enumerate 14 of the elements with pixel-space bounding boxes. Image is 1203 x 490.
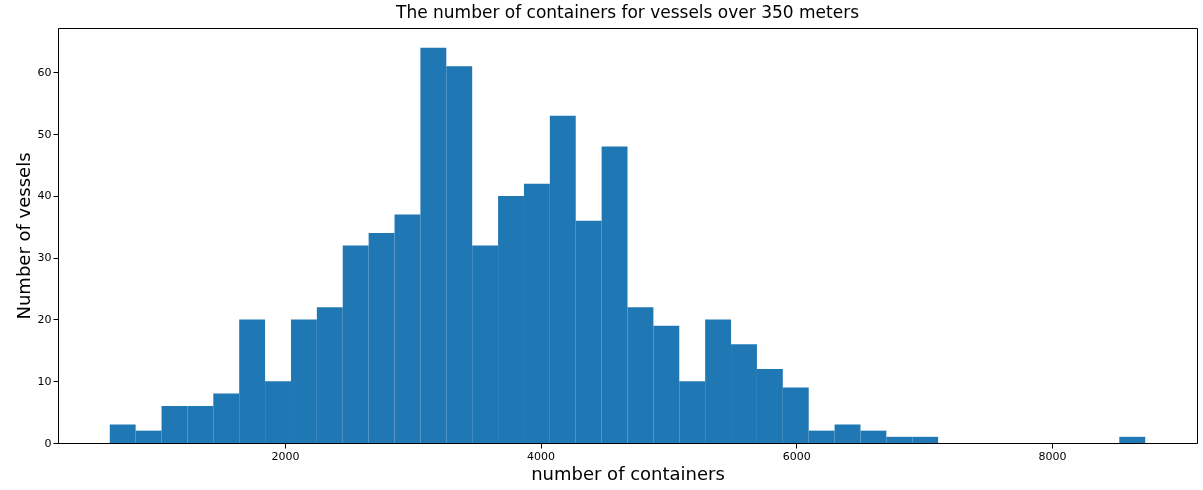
x-tick-label: 6000: [782, 449, 811, 463]
y-axis-title: Number of vessels: [12, 152, 34, 320]
y-tick-label: 0: [44, 436, 52, 450]
chart-title: The number of containers for vessels over 350 meters: [395, 2, 860, 22]
y-tick-label: 60: [37, 65, 52, 79]
x-tick-label: 8000: [1038, 449, 1067, 463]
x-tick-label: 4000: [527, 449, 556, 463]
y-tick-label: 40: [37, 189, 52, 203]
y-tick-label: 20: [37, 312, 52, 326]
y-tick-label: 30: [37, 251, 52, 265]
y-tick-label: 50: [37, 127, 52, 141]
x-tick-label: 2000: [271, 449, 300, 463]
x-axis-title: number of containers: [531, 462, 725, 484]
y-tick-label: 10: [37, 374, 52, 388]
